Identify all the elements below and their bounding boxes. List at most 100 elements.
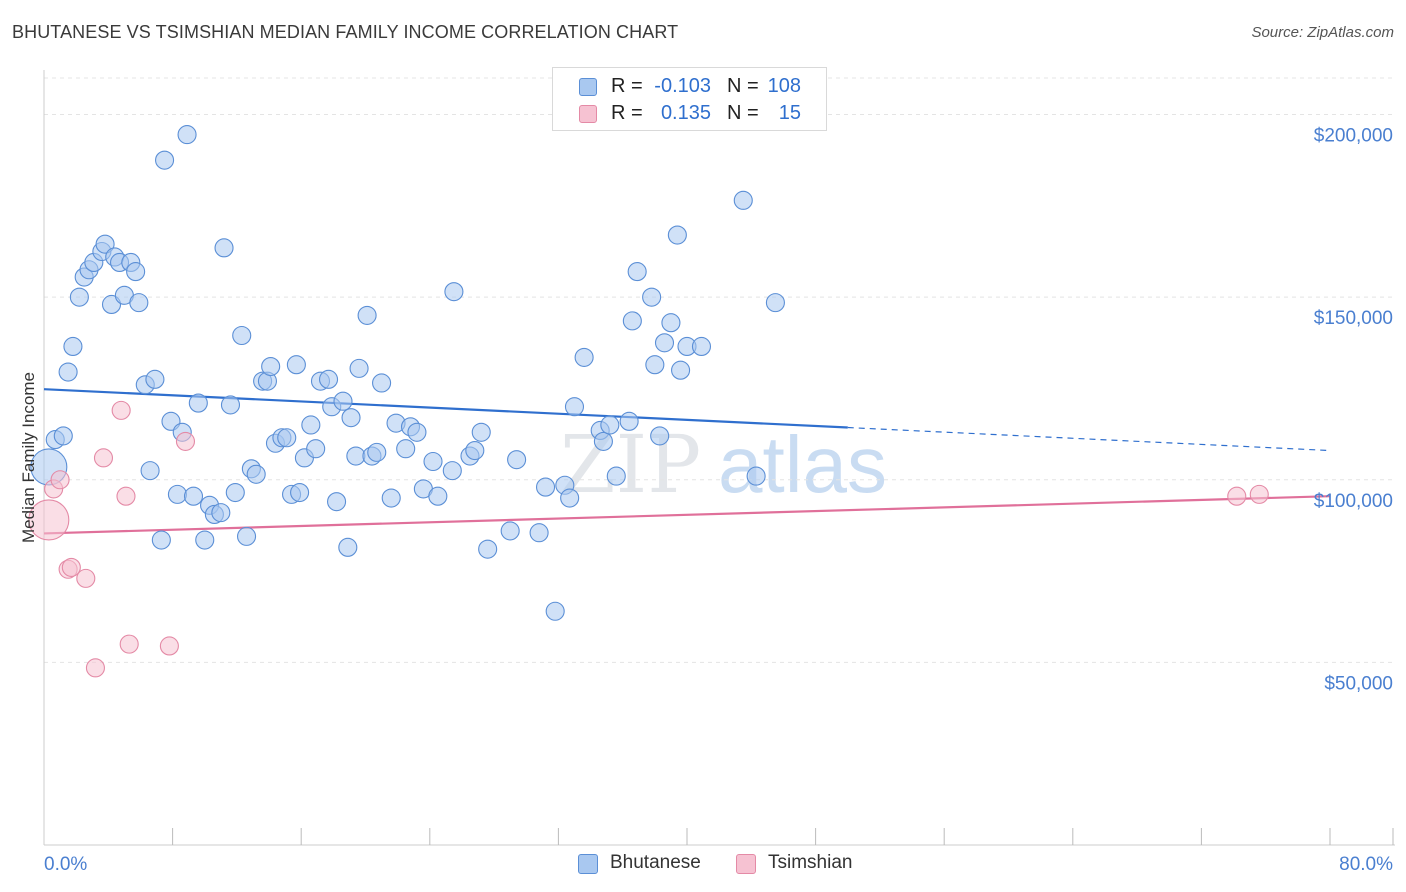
bhutanese-point: [442, 461, 462, 481]
bhutanese-point: [627, 262, 647, 282]
bhutanese-point: [225, 482, 245, 503]
legend-label: Bhutanese: [610, 852, 701, 873]
watermark-atlas: atlas: [718, 420, 887, 509]
bhutanese-point: [277, 428, 297, 448]
bhutanese-point: [69, 287, 89, 307]
bhutanese-point: [671, 360, 691, 380]
bhutanese-trend-extension: [847, 426, 1331, 452]
bhutanese-point: [650, 426, 670, 446]
y-tick-label: $150,000: [1314, 308, 1393, 329]
bhutanese-point: [155, 150, 175, 170]
tsimshian-trend-line: [43, 495, 1331, 535]
bhutanese-point: [261, 356, 281, 377]
tsimshian-point: [1249, 484, 1269, 504]
data-points: [28, 125, 1269, 678]
bhutanese-point: [574, 347, 594, 367]
axis-labels: $50,000 $100,000 $150,000 $200,000 0.0% 80.0%…: [19, 126, 1393, 875]
bhutanese-point: [58, 362, 78, 382]
tsimshian-point: [119, 634, 139, 654]
n-value: 15: [778, 102, 801, 124]
bhutanese-point: [733, 190, 753, 210]
bhutanese-point: [318, 369, 339, 389]
bhutanese-point: [428, 486, 448, 506]
bhutanese-point: [338, 537, 358, 557]
bhutanese-point: [151, 530, 171, 550]
bhutanese-point: [286, 355, 306, 375]
bhutanese-point: [407, 422, 427, 442]
bhutanese-point: [691, 336, 712, 357]
r-label: R =: [611, 102, 643, 124]
tsimshian-point: [50, 470, 70, 490]
tsimshian-point: [116, 486, 136, 506]
tsimshian-point: [61, 557, 81, 577]
bhutanese-point: [529, 523, 549, 543]
bhutanese-point: [381, 488, 401, 508]
bhutanese-point: [53, 426, 73, 446]
bhutanese-point: [423, 451, 443, 472]
y-tick-label: $200,000: [1314, 126, 1393, 147]
bhutanese-point: [645, 355, 665, 375]
bhutanese-point: [500, 521, 520, 541]
gridlines: [44, 77, 1395, 663]
bhutanese-point: [327, 492, 347, 512]
legend-row-tsimshian: R = 0.135 N = 15: [553, 102, 826, 128]
r-value: 0.135: [660, 102, 711, 124]
n-label: N =: [727, 102, 759, 124]
x-tick-label: 80.0%: [1339, 854, 1393, 875]
tsimshian-point: [159, 636, 179, 656]
tsimshian-point: [76, 568, 96, 588]
bhutanese-point: [246, 464, 266, 484]
bhutanese-point: [593, 431, 613, 451]
bhutanese-point: [195, 530, 215, 550]
bhutanese-point: [478, 539, 498, 559]
x-tick-label: 0.0%: [44, 854, 87, 875]
bhutanese-point: [667, 225, 687, 245]
y-axis-title: Median Family Income: [19, 372, 38, 543]
bhutanese-point: [396, 439, 416, 459]
bhutanese-point: [63, 336, 83, 357]
bhutanese-point: [507, 450, 527, 470]
bhutanese-point: [619, 411, 639, 431]
y-tick-label: $100,000: [1314, 491, 1393, 512]
y-tick-label: $50,000: [1324, 673, 1393, 694]
bhutanese-point: [471, 422, 491, 442]
tsimshian-swatch: [579, 105, 597, 123]
bhutanese-point: [183, 486, 204, 506]
bhutanese-point: [95, 234, 115, 254]
n-label: N =: [727, 75, 759, 97]
r-value: -0.103: [654, 75, 711, 97]
bhutanese-point: [236, 526, 257, 546]
bhutanese-point: [535, 477, 556, 497]
bhutanese-point: [145, 369, 165, 389]
bhutanese-point: [367, 442, 387, 462]
source-credit: Source: ZipAtlas.com: [1251, 24, 1394, 41]
bhutanese-swatch: [579, 78, 597, 96]
bhutanese-point: [167, 484, 187, 504]
bhutanese-point: [140, 461, 160, 481]
trend-lines: [43, 388, 1331, 535]
bhutanese-point: [126, 262, 146, 282]
tsimshian-point: [175, 431, 196, 451]
watermark-zip: ZIP: [560, 418, 701, 511]
bhutanese-point: [545, 601, 565, 621]
bhutanese-point: [642, 287, 662, 307]
bhutanese-point: [301, 415, 321, 435]
bhutanese-point: [622, 311, 642, 331]
bhutanese-point: [444, 282, 464, 302]
bhutanese-point: [564, 397, 585, 417]
bhutanese-point: [349, 358, 369, 378]
bhutanese-point: [306, 439, 326, 459]
bhutanese-point: [746, 466, 766, 486]
chart-title: BHUTANESE VS TSIMSHIAN MEDIAN FAMILY INC…: [12, 22, 679, 42]
bhutanese-point: [654, 333, 675, 353]
bhutanese-point: [606, 466, 626, 486]
tsimshian-point: [93, 448, 114, 468]
bhutanese-point: [220, 395, 241, 415]
legend-label: Tsimshian: [768, 852, 853, 873]
tsimshian-swatch: [736, 854, 756, 874]
bhutanese-point: [357, 305, 377, 325]
r-label: R =: [611, 75, 643, 97]
bhutanese-point: [346, 446, 366, 466]
tsimshian-point: [28, 499, 70, 541]
